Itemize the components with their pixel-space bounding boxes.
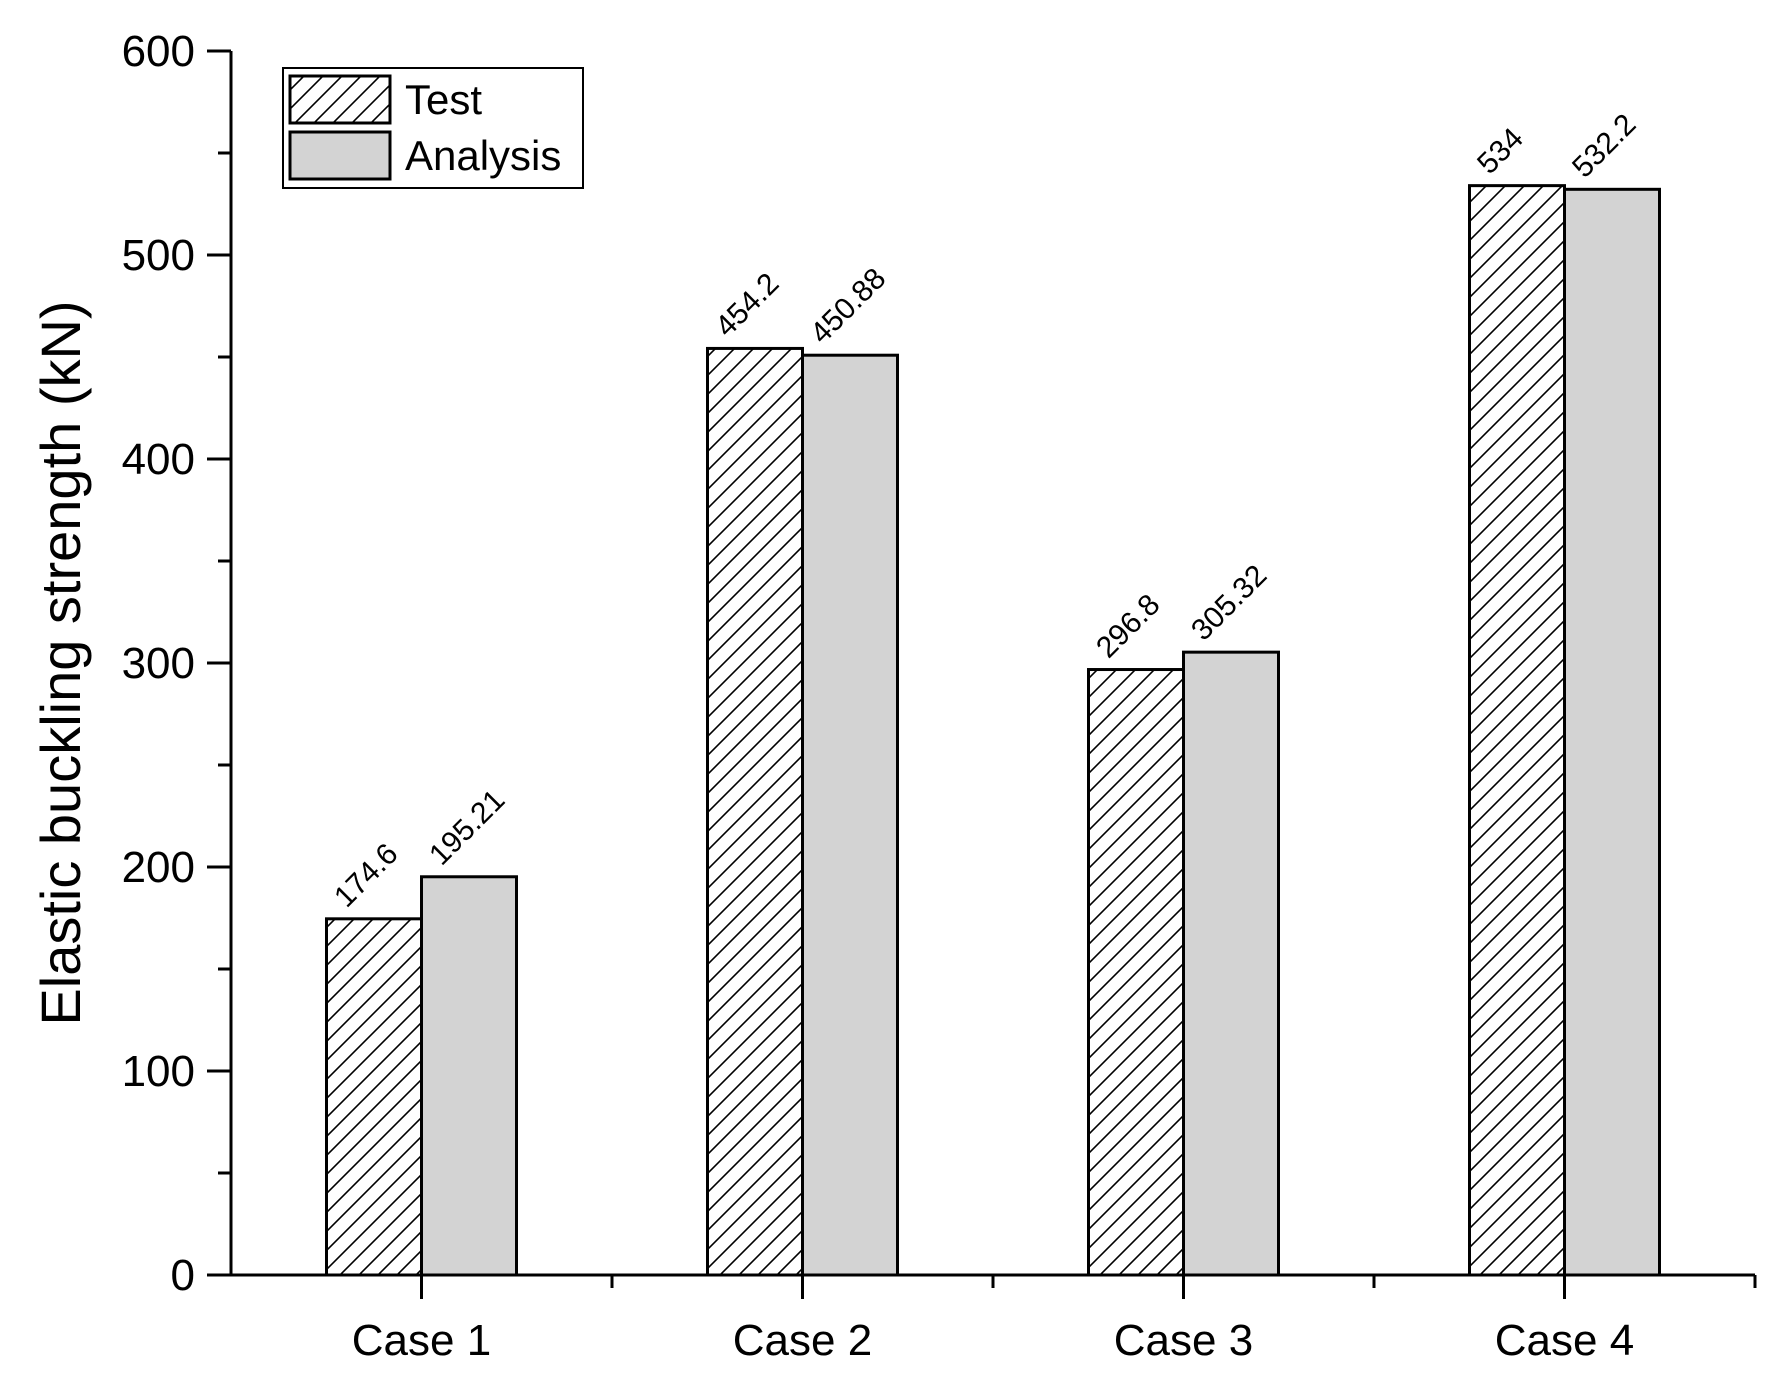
x-tick-label-case-2: Case 2 xyxy=(733,1316,872,1365)
bar-test-2 xyxy=(706,346,804,1277)
data-label-test-1: 174.6 xyxy=(328,837,404,913)
x-tick-label-case-4: Case 4 xyxy=(1495,1316,1634,1365)
y-tick-label-200: 200 xyxy=(122,843,195,892)
legend-label-test: Test xyxy=(405,76,482,123)
legend-label-analysis: Analysis xyxy=(405,132,561,179)
y-tick-label-600: 600 xyxy=(122,27,195,76)
bar-analysis-1 xyxy=(420,875,518,1277)
bar-analysis-4 xyxy=(1563,187,1661,1277)
axes-group: 0 100 200 300 400 500 600 Case 1 Case 2 Case 3 Cas… xyxy=(29,27,1757,1365)
data-label-analysis-1: 195.21 xyxy=(423,783,511,871)
bar-test-1 xyxy=(325,917,423,1277)
x-tick-label-case-3: Case 3 xyxy=(1114,1316,1253,1365)
y-tick-label-500: 500 xyxy=(122,231,195,280)
y-tick-label-100: 100 xyxy=(122,1047,195,1096)
data-label-test-4: 534 xyxy=(1471,122,1530,181)
bar-analysis-2 xyxy=(801,353,899,1277)
y-tick-label-400: 400 xyxy=(122,435,195,484)
data-label-analysis-2: 450.88 xyxy=(804,262,892,350)
data-label-analysis-4: 532.2 xyxy=(1566,108,1642,184)
legend-swatch-analysis xyxy=(288,130,392,181)
legend: Test Analysis xyxy=(282,67,584,189)
data-label-test-3: 296.8 xyxy=(1090,588,1166,664)
bar-analysis-3 xyxy=(1182,650,1280,1277)
y-axis-title: Elastic buckling strength (kN) xyxy=(29,300,92,1025)
data-label-analysis-3: 305.32 xyxy=(1185,559,1273,647)
y-tick-label-300: 300 xyxy=(122,639,195,688)
bar-test-3 xyxy=(1087,668,1185,1277)
bars-group xyxy=(325,184,1661,1277)
bar-test-4 xyxy=(1468,184,1566,1277)
data-label-test-2: 454.2 xyxy=(709,267,785,343)
y-tick-label-0: 0 xyxy=(171,1251,195,1300)
x-tick-label-case-1: Case 1 xyxy=(352,1316,491,1365)
legend-swatch-test xyxy=(288,74,392,125)
